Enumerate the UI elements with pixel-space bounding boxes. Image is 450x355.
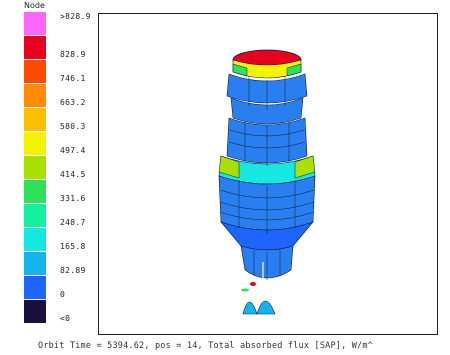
lobe-accent-red xyxy=(250,282,256,286)
legend-swatch xyxy=(24,228,46,251)
right-lobe xyxy=(256,300,276,315)
upper-neck-accent-right xyxy=(286,63,302,77)
legend-label: 746.1 xyxy=(60,74,86,83)
legend-swatch xyxy=(24,300,46,323)
model-viewport[interactable] xyxy=(98,13,438,335)
left-lobe xyxy=(242,301,258,315)
legend-label: 331.6 xyxy=(60,194,86,203)
legend-label: <0 xyxy=(60,314,71,323)
legend-label: 414.5 xyxy=(60,170,86,179)
status-bar: Orbit Time = 5394.62, pos = 14, Total ab… xyxy=(38,341,373,351)
legend-swatch xyxy=(24,36,46,59)
legend-swatch xyxy=(24,204,46,227)
legend-label: 497.4 xyxy=(60,146,86,155)
legend-swatch xyxy=(24,108,46,131)
legend-swatch xyxy=(24,276,46,299)
legend-label: 248.7 xyxy=(60,218,86,227)
spacecraft-model xyxy=(218,49,316,315)
legend-label: 828.9 xyxy=(60,50,86,59)
legend-swatch xyxy=(24,12,46,35)
legend-swatch xyxy=(24,84,46,107)
middle-band-green-left xyxy=(218,155,240,179)
legend-label: 0 xyxy=(60,290,66,299)
legend-swatch xyxy=(24,60,46,83)
legend-swatch xyxy=(24,180,46,203)
upper-neck-accent-left xyxy=(232,63,248,77)
legend-label: 663.2 xyxy=(60,98,86,107)
lobe-accent-green xyxy=(241,288,249,292)
legend-label: 82.89 xyxy=(60,266,86,275)
legend-label: 580.3 xyxy=(60,122,86,131)
legend-title: Node xyxy=(24,1,45,10)
middle-band-green-right xyxy=(294,155,316,179)
legend-label: >828.9 xyxy=(60,12,91,21)
color-legend: Node >828.9 828.9 746.1 663.2 580.3 497.4 414.… xyxy=(0,0,90,340)
mesh-lines xyxy=(219,76,315,280)
legend-label: 165.8 xyxy=(60,242,86,251)
legend-swatch xyxy=(24,156,46,179)
legend-swatch xyxy=(24,132,46,155)
legend-swatch xyxy=(24,252,46,275)
